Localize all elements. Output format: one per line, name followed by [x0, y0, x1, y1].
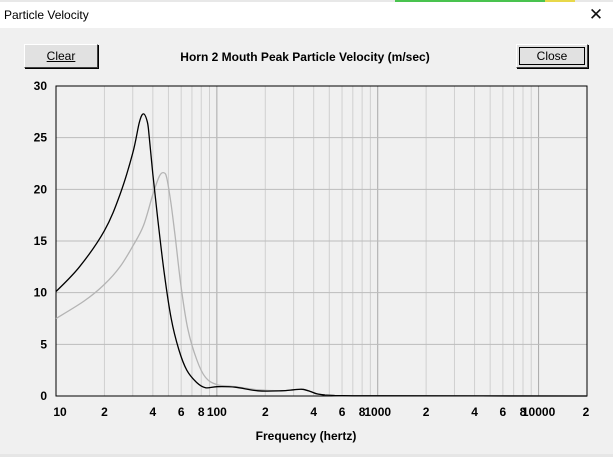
x-tick-label: 4 [150, 405, 157, 419]
y-tick-label: 25 [34, 131, 48, 145]
x-tick-label: 100 [207, 405, 227, 419]
x-tick-label: 1000 [364, 405, 391, 419]
x-tick-label: 2 [583, 405, 590, 419]
x-tick-label: 2 [101, 405, 108, 419]
x-tick-label: 2 [262, 405, 269, 419]
background-strip-yellow [545, 0, 575, 2]
x-tick-label: 6 [500, 405, 507, 419]
series-line-gray [55, 171, 588, 397]
title-bar[interactable]: Particle Velocity ✕ [0, 2, 613, 28]
x-tick-label: 2 [423, 405, 430, 419]
window-bottom-edge [0, 454, 613, 457]
x-tick-label: 8 [520, 405, 527, 419]
y-tick-label: 0 [40, 389, 47, 403]
y-tick-label: 15 [34, 234, 48, 248]
window-title: Particle Velocity [4, 8, 89, 22]
close-button-label: Close [536, 49, 568, 63]
x-tick-label: 4 [471, 405, 478, 419]
close-icon[interactable]: ✕ [588, 5, 604, 25]
background-strip-green [395, 0, 545, 2]
background-strip [0, 0, 613, 2]
x-tick-label: 6 [178, 405, 185, 419]
series-group [55, 113, 588, 397]
y-tick-labels: 0 5 10 15 20 25 30 [34, 79, 48, 403]
clear-button-label: Clear [46, 49, 76, 63]
y-tick-label: 5 [40, 337, 47, 351]
close-button[interactable]: Close [516, 44, 588, 68]
y-tick-label: 10 [34, 286, 48, 300]
x-tick-label: 10000 [522, 405, 556, 419]
y-tick-label: 20 [34, 182, 48, 196]
x-tick-label: 8 [198, 405, 205, 419]
chart-title: Horn 2 Mouth Peak Particle Velocity (m/s… [180, 50, 430, 64]
x-tick-label: 8 [359, 405, 366, 419]
x-tick-label: 4 [310, 405, 317, 419]
y-tick-label: 30 [34, 79, 48, 93]
plot-area [55, 85, 588, 397]
series-line-black [55, 113, 588, 397]
x-tick-label: 10 [53, 405, 67, 419]
clear-button[interactable]: Clear [24, 44, 98, 68]
x-tick-label: 6 [339, 405, 346, 419]
x-axis-label: Frequency (hertz) [256, 429, 357, 443]
